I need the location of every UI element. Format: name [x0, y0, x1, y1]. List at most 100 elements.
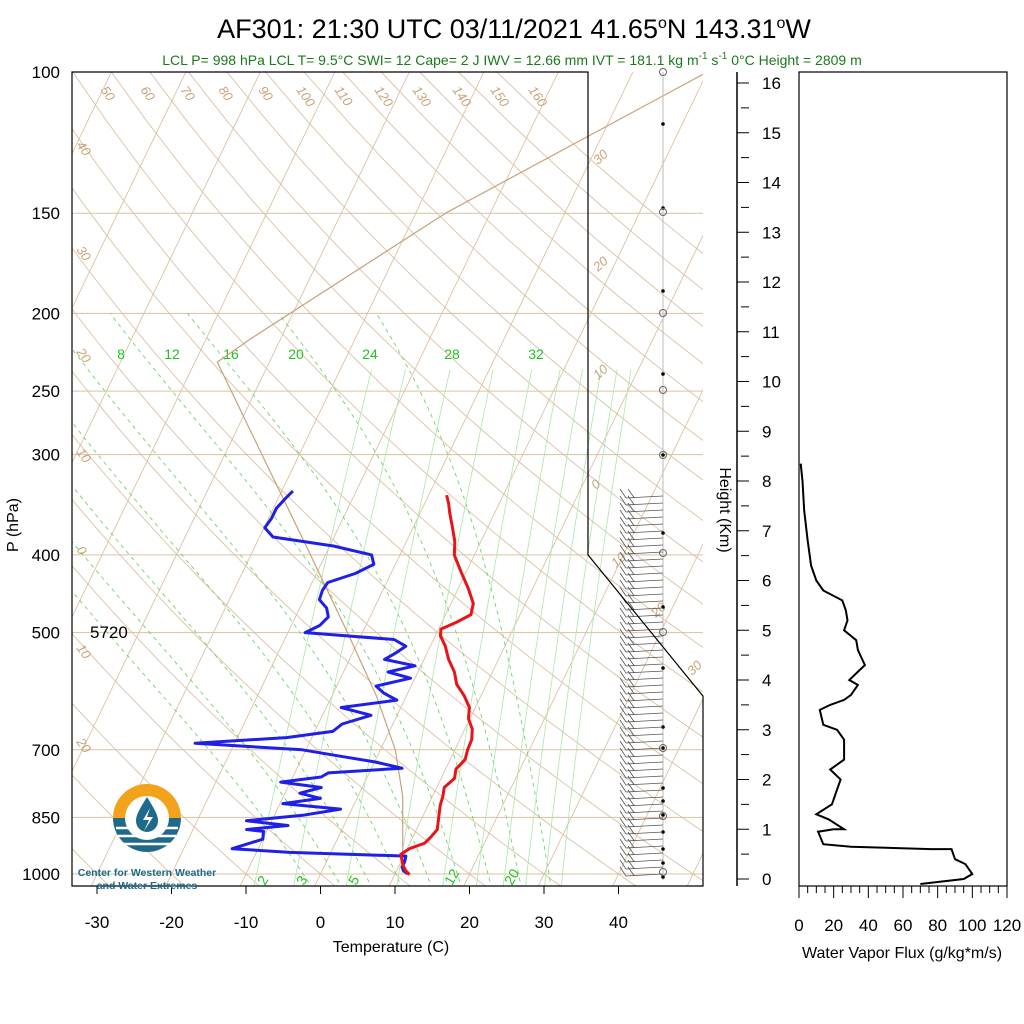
mixing-ratio-labels: 8 12 16 20 24 28 322 3 5 12 20 — [117, 346, 544, 888]
wind-barb-flag — [619, 677, 627, 688]
wind-barb-flag — [627, 670, 635, 680]
isotherm-label: 10 — [590, 361, 611, 382]
cw3e-logo: Center for Western Weather and Water Ext… — [78, 784, 216, 892]
dry-adiabat-label: 20 — [73, 344, 95, 366]
mixing-ratio-label: 20 — [501, 866, 523, 888]
wind-barb — [625, 551, 664, 555]
dry-adiabat-label: 160 — [526, 83, 551, 110]
temperature-line — [399, 494, 475, 876]
height-tick-label: 5 — [762, 621, 771, 640]
dry-adiabat-line — [265, 72, 703, 481]
wind-barb-flag — [619, 502, 627, 513]
wind-barb — [625, 698, 664, 702]
dry-adiabat-line — [72, 433, 562, 886]
flux-x-tick-label: 40 — [859, 916, 878, 935]
wind-barb — [625, 761, 664, 765]
isotherm-line — [314, 79, 703, 886]
wind-barb-flag — [627, 579, 635, 589]
flux-profile-line — [799, 463, 974, 885]
wind-barb-flag — [619, 733, 627, 744]
mixing-ratio-line — [475, 369, 561, 886]
wind-barb — [625, 502, 664, 506]
wind-barb-flag — [619, 698, 627, 709]
wind-barb — [625, 600, 664, 604]
wind-barb — [625, 558, 664, 562]
x-tick-label: 10 — [386, 913, 405, 932]
wind-barb-flag — [627, 600, 635, 610]
dry-adiabat-label: 90 — [256, 83, 277, 104]
dry-adiabat-line — [72, 565, 411, 886]
wind-barb-flag — [627, 558, 635, 568]
barb-calm-circle — [659, 868, 667, 876]
isotherm-line — [612, 697, 703, 886]
wind-barb-flag — [619, 859, 627, 870]
wind-barb — [625, 495, 664, 499]
wind-barb — [625, 873, 664, 877]
mixing-ratio-label: 2 — [254, 873, 272, 888]
barb-dot — [661, 799, 665, 803]
barb-calm-circle — [659, 309, 667, 317]
wind-barb — [625, 789, 664, 793]
isotherm-label: 20 — [647, 599, 669, 621]
wind-barb — [625, 565, 664, 569]
barb-dot — [661, 666, 665, 670]
x-tick-label: -20 — [159, 913, 184, 932]
wind-barb-flag — [627, 621, 635, 631]
dry-adiabat-line — [72, 247, 703, 833]
wind-barb — [625, 628, 664, 632]
dry-adiabat-line — [72, 498, 487, 886]
barb-calm-circle — [659, 812, 667, 820]
wind-barb-flag — [619, 621, 627, 632]
wind-barb — [625, 572, 664, 576]
wind-barb-flag — [627, 586, 635, 596]
dry-adiabat-label: 60 — [138, 83, 159, 104]
wind-barb — [625, 803, 664, 807]
wind-barb-flag — [627, 642, 635, 652]
parcel-path-line — [216, 73, 703, 874]
height-tick-label: 7 — [762, 522, 771, 541]
mixing-ratio-label: 8 — [117, 346, 125, 362]
wind-barb-flag — [627, 789, 635, 799]
wind-barb-flag — [619, 817, 627, 828]
wind-barb — [625, 677, 664, 681]
wind-barb-flag — [627, 845, 635, 855]
flux-x-tick-label: 120 — [993, 916, 1021, 935]
wind-barb-flag — [619, 705, 627, 716]
wind-barb-flag — [619, 866, 627, 877]
wind-barb-flag — [627, 544, 635, 554]
wind-barb-flag — [619, 761, 627, 772]
wind-barb-flag — [627, 614, 635, 624]
wind-barb — [625, 824, 664, 828]
wind-barb-flag — [627, 516, 635, 526]
mixing-ratio-line — [525, 369, 602, 886]
wind-barb — [625, 691, 664, 695]
moist-adiabat-line — [187, 313, 492, 886]
wind-barb — [625, 810, 664, 814]
x-axis-label: Temperature (C) — [333, 939, 449, 956]
logo-text-line1: Center for Western Weather — [78, 867, 216, 879]
height-tick-label: 4 — [762, 671, 771, 690]
height-tick-label: 8 — [762, 472, 771, 491]
wind-barb-flag — [627, 551, 635, 561]
wind-barb — [625, 523, 664, 527]
wind-barb-flag — [619, 845, 627, 856]
wind-barb — [625, 782, 664, 786]
dry-adiabat-line — [110, 72, 703, 649]
dry-adiabat-line — [496, 72, 703, 255]
dry-adiabat-label: 10 — [74, 641, 95, 662]
dry-adiabat-line — [303, 72, 703, 442]
height-tick-label: 12 — [762, 273, 781, 292]
wind-barb-flag — [619, 740, 627, 751]
height-tick-label: 10 — [762, 373, 781, 392]
barb-dot — [661, 813, 665, 817]
y-tick-label: 300 — [32, 446, 60, 465]
height-tick-label: 13 — [762, 223, 781, 242]
isotherm-label: 30 — [684, 657, 705, 678]
isotherm-line — [72, 72, 187, 310]
dry-adiabat-line — [188, 72, 703, 563]
height-tick-label: 9 — [762, 422, 771, 441]
wind-barb-flag — [619, 628, 627, 639]
